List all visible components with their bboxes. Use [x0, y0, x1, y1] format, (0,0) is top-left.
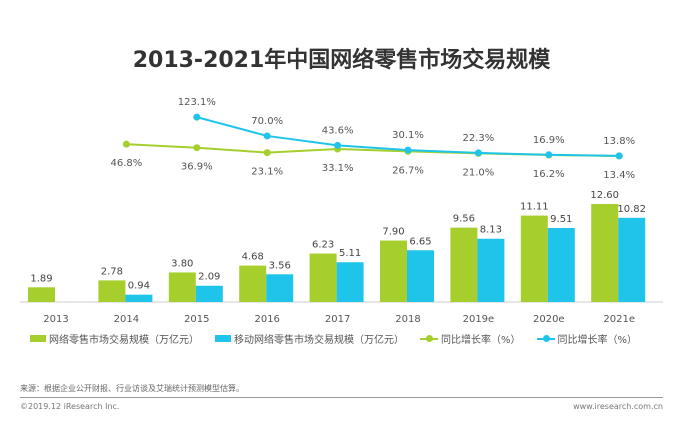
line-point [404, 146, 412, 154]
data-label: 36.9% [181, 162, 213, 173]
x-tick-label: 2018 [395, 314, 420, 325]
legend-item: 同比增长率（%） [420, 331, 521, 346]
bar [125, 294, 153, 302]
bar [450, 227, 478, 302]
data-label: 3.56 [269, 260, 291, 271]
bar [168, 272, 196, 302]
data-label: 7.90 [382, 227, 404, 238]
legend-swatch [30, 335, 46, 342]
bar [309, 253, 337, 302]
data-label: 46.8% [111, 158, 143, 169]
data-label: 11.11 [520, 202, 549, 213]
divider [20, 397, 663, 398]
data-label: 26.7% [392, 165, 424, 176]
line-point [263, 149, 271, 157]
data-label: 30.1% [392, 130, 424, 141]
x-tick-label: 2021e [603, 314, 635, 325]
x-tick-label: 2015 [184, 314, 209, 325]
bar [547, 228, 575, 302]
bar [195, 285, 223, 302]
bar [239, 265, 267, 302]
line-point [263, 132, 271, 140]
legend-line [536, 334, 555, 342]
data-label: 3.80 [171, 258, 193, 269]
data-label: 6.65 [409, 236, 431, 247]
line-point [474, 149, 482, 157]
data-label: 5.11 [339, 248, 361, 259]
bar [477, 238, 505, 302]
data-label: 9.51 [550, 214, 572, 225]
data-label: 21.0% [463, 167, 495, 178]
data-label: 2.78 [101, 266, 123, 277]
data-label: 16.9% [533, 135, 565, 146]
data-label: 22.3% [463, 133, 495, 144]
data-label: 0.94 [128, 281, 150, 292]
data-label: 70.0% [251, 116, 283, 127]
bar [520, 215, 548, 302]
x-tick-label: 2013 [43, 314, 68, 325]
line-point [334, 141, 342, 149]
x-tick-label: 2017 [325, 314, 350, 325]
data-label: 8.13 [480, 225, 502, 236]
line-point [122, 140, 130, 148]
legend-label: 网络零售市场交易规模（万亿元） [49, 335, 199, 346]
line-point [615, 152, 623, 160]
bar [336, 262, 364, 302]
data-label: 10.82 [617, 204, 646, 215]
data-label: 4.68 [242, 252, 264, 263]
bar [591, 203, 619, 302]
legend-item: 网络零售市场交易规模（万亿元） [30, 331, 199, 346]
x-tick-label: 2016 [254, 314, 279, 325]
legend: 网络零售市场交易规模（万亿元） 移动网络零售市场交易规模（万亿元） 同比增长率（… [30, 331, 670, 346]
line-point [545, 151, 553, 159]
x-tick-label: 2014 [114, 314, 139, 325]
data-label: 13.4% [603, 170, 635, 181]
data-label: 13.8% [603, 136, 635, 147]
legend-item: 同比增长率（%） [536, 331, 638, 346]
data-label: 1.89 [30, 273, 52, 284]
bar [98, 280, 126, 302]
data-label: 9.56 [453, 214, 475, 225]
bar [380, 240, 407, 302]
x-tick-label: 2019e [463, 314, 495, 325]
chart-title: 2013-2021年中国网络零售市场交易规模 [132, 48, 551, 73]
source-note: 来源：根据企业公开财报、行业访谈及艾瑞统计预测模型估算。 [20, 384, 244, 393]
data-label: 2.09 [198, 272, 220, 283]
data-label: 33.1% [322, 163, 354, 174]
data-label: 12.60 [590, 190, 619, 201]
legend-item: 移动网络零售市场交易规模（万亿元） [215, 331, 404, 346]
line-point [193, 144, 201, 152]
data-label: 43.6% [322, 125, 354, 136]
data-label: 16.2% [533, 169, 565, 180]
bar [618, 217, 646, 302]
data-label: 6.23 [312, 240, 334, 251]
legend-line [420, 334, 438, 342]
legend-label: 移动网络零售市场交易规模（万亿元） [234, 335, 404, 346]
bar [28, 287, 55, 302]
website-link[interactable]: www.iresearch.com.cn [573, 402, 663, 411]
legend-label: 同比增长率（%） [441, 335, 521, 346]
legend-swatch [215, 335, 231, 342]
bar [266, 274, 294, 302]
copyright: ©2019.12 iResearch Inc. [20, 402, 120, 411]
data-label: 123.1% [178, 97, 216, 108]
legend-label: 同比增长率（%） [557, 335, 638, 346]
line-point [193, 113, 201, 121]
bar [407, 250, 434, 302]
data-label: 23.1% [251, 167, 283, 178]
x-tick-label: 2020e [533, 314, 565, 325]
